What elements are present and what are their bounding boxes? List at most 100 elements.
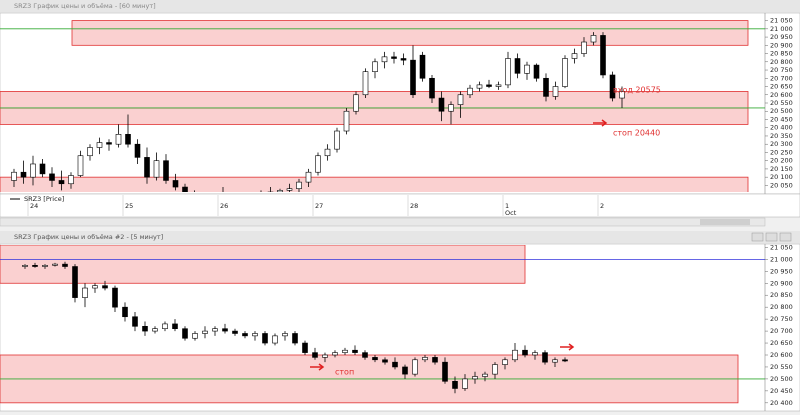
candle-body [472,376,478,380]
candle-body [542,352,548,363]
title-bar [0,231,800,243]
candle-body [163,160,169,181]
x-tick-label: 2 [600,202,604,210]
y-tick-label: 20 600 [770,351,793,359]
candle-body [305,171,312,183]
candle-body [467,87,473,96]
y-tick-label: 20 350 [770,132,793,140]
y-tick-label: 20 100 [770,173,793,181]
y-tick-label: 20 300 [770,140,793,148]
y-tick-label: 20 050 [770,181,793,189]
candle-body [432,357,438,363]
y-tick-label: 20 850 [770,291,793,299]
y-tick-label: 20 800 [770,303,793,311]
candle-body [62,263,68,267]
candle-body [353,94,359,112]
x-tick-label: 26 [220,202,228,210]
maximize-button[interactable] [765,232,778,242]
candle-body [422,357,428,361]
candle-body [20,171,27,178]
x-tick-label: 1 [505,202,509,210]
x-tick-label: 25 [125,202,133,210]
scrollbar[interactable] [0,217,766,227]
x-tick-label: 24 [30,202,38,210]
candle-body [122,306,128,318]
candle-body [32,265,38,267]
candle-body [302,342,308,353]
candle-body [382,359,388,363]
y-tick-label: 20 550 [770,363,793,371]
y-tick-label: 20 950 [770,267,793,275]
candle-body [438,97,445,112]
window-title: SRZ3 График цены и объёма #2 - [5 минут] [14,233,163,241]
candle-body [362,71,369,96]
candle-body [292,333,298,344]
candle-body [342,349,348,353]
candle-body [282,333,288,337]
zone [0,245,526,284]
plot-area [0,12,800,195]
plot-layer [0,245,765,404]
candle-body [315,155,321,173]
candle-body [543,77,549,97]
candle-body [252,333,258,337]
y-tick-label: 20 450 [770,115,793,123]
y-tick-label: 20 550 [770,99,793,107]
x-tick-label: 27 [315,202,323,210]
scroll-thumb[interactable] [700,219,750,225]
candle-body [125,134,131,145]
y-tick-label: 20 650 [770,339,793,347]
close-button[interactable] [779,232,792,242]
y-tick-label: 20 900 [770,41,793,49]
candle-body [322,354,328,358]
annotation: стоп 20440 [613,129,660,138]
candle-body [192,333,198,339]
window-title: SRZ3 График цены и объёма - [60 минут] [14,2,156,10]
y-tick-label: 20 500 [770,107,793,115]
candle-body [400,58,407,61]
y-tick-label: 20 700 [770,327,793,335]
candle-body [77,155,84,176]
candle-body [381,56,388,63]
candle-body [30,163,36,178]
candle-body [476,84,483,89]
candle-body [172,323,178,329]
y-tick-label: 21 000 [770,25,793,33]
plot-layer [0,20,765,192]
candle-body [391,56,397,59]
candle-body [115,134,122,145]
y-tick-label: 20 650 [770,83,793,91]
candle-body [457,94,464,105]
y-tick-label: 20 200 [770,157,793,165]
candle-body [343,110,350,132]
candle-body [486,84,492,87]
candle-body [492,364,498,375]
candle-body [212,328,218,332]
annotation: вход 20575 [613,86,661,95]
candle-body [362,352,368,358]
candle-body [372,61,378,72]
candle-body [58,180,65,185]
y-tick-label: 20 450 [770,387,793,395]
title-bar [0,0,800,12]
candle-body [412,359,418,375]
y-tick-label: 21 050 [770,243,793,251]
minimize-button[interactable] [751,232,764,242]
plot-area [0,243,800,412]
candle-body [68,175,74,185]
candle-body [134,143,141,158]
candle-body [144,157,150,178]
candle-body [324,148,331,157]
candle-body [495,84,502,87]
candle-body [442,361,448,382]
candle-body [106,142,112,145]
candle-body [286,188,293,191]
candle-body [182,328,188,339]
candle-body [552,86,559,97]
candle-body [96,142,103,148]
candle-body [581,41,587,54]
candle-body [352,349,358,353]
candle-body [429,77,435,99]
candle-body [505,58,511,86]
month-label: Oct [505,209,517,217]
